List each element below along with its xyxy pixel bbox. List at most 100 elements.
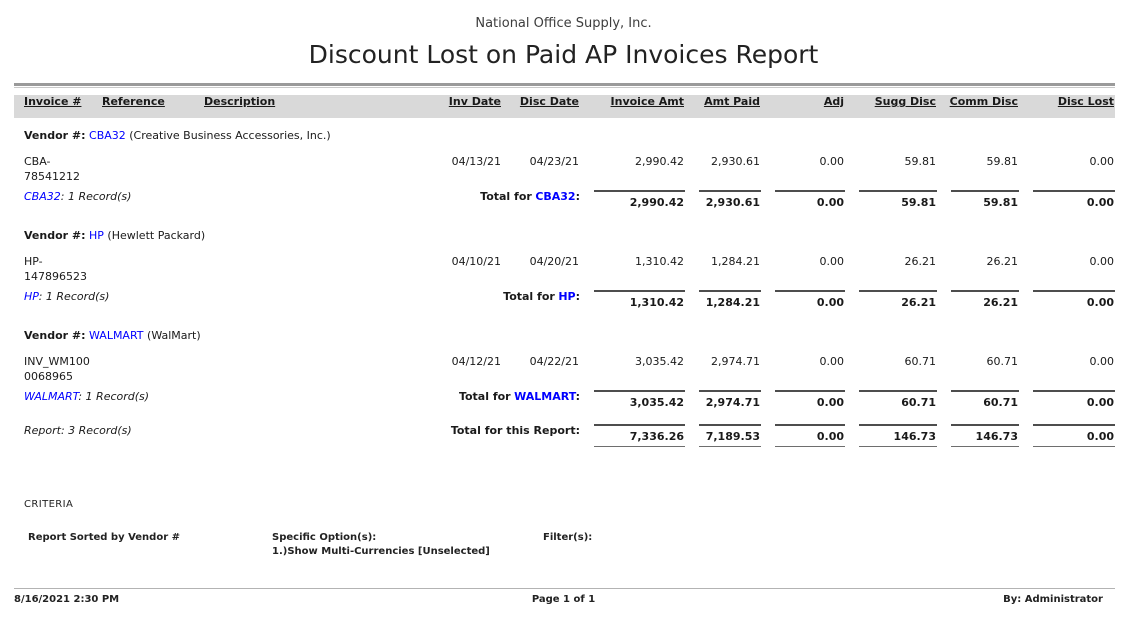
report-total-amt-paid: 7,189.53 bbox=[699, 424, 761, 447]
column-header-disc-date: Disc Date bbox=[502, 95, 580, 118]
footer-generated-by: By: Administrator bbox=[1003, 594, 1103, 605]
vendor-code-link[interactable]: WALMART bbox=[514, 390, 576, 403]
vendor-code-link[interactable]: CBA32 bbox=[89, 129, 126, 142]
title-separator bbox=[14, 83, 1115, 88]
vendor-number-label: Vendor #: bbox=[24, 129, 86, 142]
comm-disc-cell: 26.21 bbox=[986, 255, 1019, 268]
total-sugg-disc: 59.81 bbox=[859, 190, 937, 209]
description-cell bbox=[204, 147, 442, 184]
invoice-number: HP- 147896523 bbox=[24, 255, 87, 283]
criteria-filters-label: Filter(s): bbox=[543, 532, 593, 543]
column-header-invoice: Invoice # bbox=[14, 95, 102, 118]
criteria-specific-options: Specific Option(s): 1.)Show Multi-Curren… bbox=[272, 531, 490, 559]
description-cell bbox=[204, 247, 442, 284]
invoice-number: CBA- 78541212 bbox=[24, 155, 80, 183]
vendor-total-label: Total for HP: bbox=[503, 290, 580, 303]
total-adj: 0.00 bbox=[775, 290, 845, 309]
vendor-total-row: HP: 1 Record(s) Total for HP: 1,310.42 1… bbox=[14, 284, 1115, 318]
total-amt-paid: 2,930.61 bbox=[699, 190, 761, 209]
amt-paid-cell: 1,284.21 bbox=[711, 255, 760, 268]
disc-lost-cell: 0.00 bbox=[1089, 255, 1115, 268]
report-total-invoice-amt: 7,336.26 bbox=[594, 424, 685, 447]
total-amt-paid: 2,974.71 bbox=[699, 390, 761, 409]
adj-cell: 0.00 bbox=[819, 155, 845, 168]
invoice-amt-cell: 1,310.42 bbox=[635, 255, 684, 268]
total-adj: 0.00 bbox=[775, 190, 845, 209]
report-total-comm-disc: 146.73 bbox=[951, 424, 1019, 447]
reference-cell bbox=[102, 347, 204, 384]
column-header-inv-date: Inv Date bbox=[442, 95, 502, 118]
disc-date-cell: 04/20/21 bbox=[529, 255, 579, 268]
sugg-disc-cell: 26.21 bbox=[904, 255, 937, 268]
vendor-code-link[interactable]: HP bbox=[24, 290, 39, 303]
invoice-number: INV_WM100 0068965 bbox=[24, 355, 90, 383]
vendor-code-link[interactable]: HP bbox=[558, 290, 576, 303]
inv-date-cell: 04/12/21 bbox=[451, 355, 501, 368]
vendor-number-label: Vendor #: bbox=[24, 329, 86, 342]
footer-separator bbox=[14, 588, 1115, 589]
vendor-code-link[interactable]: HP bbox=[89, 229, 104, 242]
column-header-adj: Adj bbox=[761, 95, 845, 118]
total-invoice-amt: 2,990.42 bbox=[594, 190, 685, 209]
disc-lost-cell: 0.00 bbox=[1089, 155, 1115, 168]
sugg-disc-cell: 60.71 bbox=[904, 355, 937, 368]
invoice-amt-cell: 2,990.42 bbox=[635, 155, 684, 168]
vendor-record-count: WALMART: 1 Record(s) bbox=[24, 390, 150, 403]
comm-disc-cell: 59.81 bbox=[986, 155, 1019, 168]
vendor-total-label: Total for CBA32: bbox=[480, 190, 580, 203]
total-comm-disc: 26.21 bbox=[951, 290, 1019, 309]
adj-cell: 0.00 bbox=[819, 355, 845, 368]
vendor-total-row: WALMART: 1 Record(s) Total for WALMART: … bbox=[14, 384, 1115, 418]
report-total-row: Report: 3 Record(s) Total for this Repor… bbox=[14, 418, 1115, 456]
total-disc-lost: 0.00 bbox=[1033, 190, 1115, 209]
vendor-code-link[interactable]: WALMART bbox=[89, 329, 144, 342]
criteria-options-line: 1.)Show Multi-Currencies [Unselected] bbox=[272, 546, 490, 557]
amt-paid-cell: 2,930.61 bbox=[711, 155, 760, 168]
amt-paid-cell: 2,974.71 bbox=[711, 355, 760, 368]
vendor-header-row: Vendor #: HP (Hewlett Packard) bbox=[14, 218, 1115, 247]
invoice-row: HP- 147896523 04/10/21 04/20/21 1,310.42… bbox=[14, 247, 1115, 284]
vendor-record-count: CBA32: 1 Record(s) bbox=[24, 190, 132, 203]
vendor-name: (Hewlett Packard) bbox=[107, 229, 206, 242]
adj-cell: 0.00 bbox=[819, 255, 845, 268]
report-total-disc-lost: 0.00 bbox=[1033, 424, 1115, 447]
column-header-description: Description bbox=[204, 95, 442, 118]
total-invoice-amt: 3,035.42 bbox=[594, 390, 685, 409]
vendor-header-row: Vendor #: CBA32 (Creative Business Acces… bbox=[14, 118, 1115, 147]
page-title: Discount Lost on Paid AP Invoices Report bbox=[308, 40, 819, 69]
comm-disc-cell: 60.71 bbox=[986, 355, 1019, 368]
footer-datetime: 8/16/2021 2:30 PM bbox=[14, 594, 120, 605]
total-invoice-amt: 1,310.42 bbox=[594, 290, 685, 309]
reference-cell bbox=[102, 247, 204, 284]
column-header-sugg-disc: Sugg Disc bbox=[845, 95, 937, 118]
criteria-options-label: Specific Option(s): bbox=[272, 532, 377, 543]
criteria-heading: CRITERIA bbox=[24, 499, 74, 510]
inv-date-cell: 04/13/21 bbox=[451, 155, 501, 168]
vendor-code-link[interactable]: WALMART bbox=[24, 390, 79, 403]
vendor-code-link[interactable]: CBA32 bbox=[535, 190, 576, 203]
disc-lost-cell: 0.00 bbox=[1089, 355, 1115, 368]
column-header-reference: Reference bbox=[102, 95, 204, 118]
report-total-sugg-disc: 146.73 bbox=[859, 424, 937, 447]
column-header-amt-paid: Amt Paid bbox=[685, 95, 761, 118]
vendor-header-row: Vendor #: WALMART (WalMart) bbox=[14, 318, 1115, 347]
total-sugg-disc: 60.71 bbox=[859, 390, 937, 409]
vendor-total-row: CBA32: 1 Record(s) Total for CBA32: 2,99… bbox=[14, 184, 1115, 218]
total-amt-paid: 1,284.21 bbox=[699, 290, 761, 309]
report-total-adj: 0.00 bbox=[775, 424, 845, 447]
total-disc-lost: 0.00 bbox=[1033, 290, 1115, 309]
report-total-label: Total for this Report: bbox=[450, 424, 580, 437]
vendor-name: (WalMart) bbox=[147, 329, 201, 342]
vendor-name: (Creative Business Accessories, Inc.) bbox=[129, 129, 331, 142]
invoice-row: INV_WM100 0068965 04/12/21 04/22/21 3,03… bbox=[14, 347, 1115, 384]
total-comm-disc: 60.71 bbox=[951, 390, 1019, 409]
reference-cell bbox=[102, 147, 204, 184]
invoice-amt-cell: 3,035.42 bbox=[635, 355, 684, 368]
report-record-count: Report: 3 Record(s) bbox=[24, 424, 132, 437]
invoice-row: CBA- 78541212 04/13/21 04/23/21 2,990.42… bbox=[14, 147, 1115, 184]
vendor-code-link[interactable]: CBA32 bbox=[24, 190, 61, 203]
total-adj: 0.00 bbox=[775, 390, 845, 409]
disc-date-cell: 04/23/21 bbox=[529, 155, 579, 168]
total-disc-lost: 0.00 bbox=[1033, 390, 1115, 409]
